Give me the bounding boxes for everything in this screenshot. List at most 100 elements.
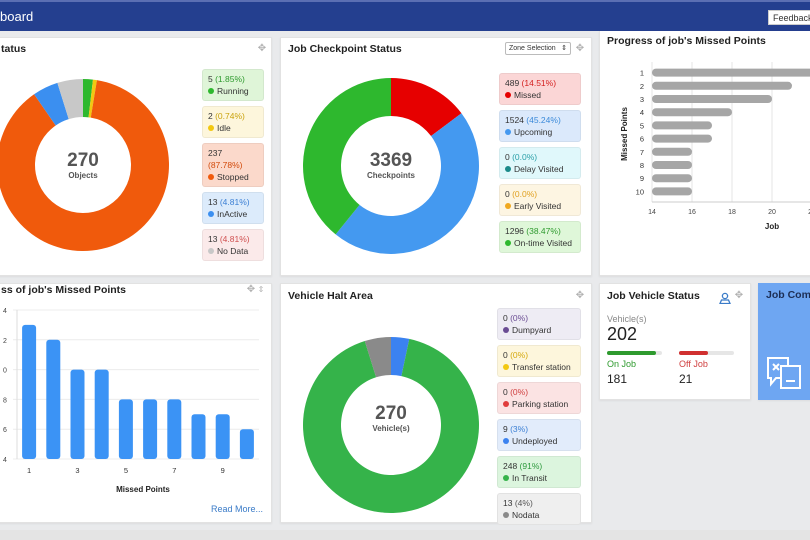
off-job-progress-bar (679, 351, 734, 355)
legend-dot-icon (208, 125, 214, 131)
legend-dot-icon (503, 512, 509, 518)
x-tick-label: 18 (728, 209, 736, 216)
legend-dot-icon (505, 92, 511, 98)
checkpoint-status-panel: Job Checkpoint Status Zone Selection ⇕ ✥… (280, 37, 592, 276)
panel-title: Job Checkpoint Status (288, 43, 402, 55)
legend-item-idle[interactable]: 2 (0.74%) Idle (202, 106, 264, 138)
missed-points-vertical-panel: ss of job's Missed Points ✥ ⇕ 4 2 0 8 6 4 1 3 5 7… (0, 283, 272, 523)
legend-percent: (0.74%) (215, 111, 245, 121)
legend-item-no-data[interactable]: 13 (4.81%) No Data (202, 229, 264, 261)
donut-slice-on-time-visited[interactable] (303, 78, 391, 235)
donut-slice-no-data[interactable] (57, 79, 83, 120)
y-tick-label: 5 (640, 121, 644, 130)
feedback-button[interactable]: Feedback (768, 10, 810, 25)
y-tick-label: 8 (3, 397, 7, 404)
donut-slice-idle[interactable] (88, 79, 97, 118)
donut-slice-undeployed[interactable] (391, 337, 410, 377)
legend-percent: (0%) (510, 387, 529, 397)
donut-slice-upcoming[interactable] (335, 113, 479, 255)
bar-7 (167, 399, 182, 459)
bar-8 (652, 161, 692, 169)
legend-label: Nodata (512, 510, 540, 520)
legend-item-dumpyard[interactable]: 0 (0%) Dumpyard (497, 308, 581, 340)
legend-item-early-visited[interactable]: 0 (0.0%) Early Visited (499, 184, 581, 216)
job-completion-tile[interactable]: Job Comp (758, 283, 810, 400)
donut-slice-inactive[interactable] (34, 82, 69, 126)
center-value: 3369 (369, 150, 413, 171)
center-label: Objects (68, 171, 98, 180)
legend-item-transfer-station[interactable]: 0 (0%) Transfer station (497, 345, 581, 377)
read-more-link[interactable]: Read More... (210, 504, 263, 514)
page-title: board (0, 9, 34, 24)
checkpoint-donut-chart (303, 78, 479, 255)
on-job-label: On Job (607, 359, 637, 369)
legend-dot-icon (208, 88, 214, 94)
on-job-value: 181 (607, 372, 628, 386)
legend-item-undeployed[interactable]: 9 (3%) Undeployed (497, 419, 581, 451)
objects-donut-chart (0, 79, 169, 251)
move-icon[interactable]: ✥ (575, 43, 585, 54)
legend-item-delay-visited[interactable]: 0 (0.0%) Delay Visited (499, 147, 581, 179)
legend-item-upcoming[interactable]: 1524 (45.24%) Upcoming (499, 110, 581, 142)
missed-points-hbar-chart: 14 16 18 20 22 1 2 3 4 5 6 7 8 9 10 Job Missed Points (620, 62, 810, 231)
job-vehicle-status-panel: Job Vehicle Status ✥ Vehicle(s) 202 On J… (599, 283, 751, 400)
legend-percent: (1.85%) (215, 74, 245, 84)
legend-dot-icon (505, 240, 511, 246)
legend-item-nodata[interactable]: 13 (4%) Nodata (497, 493, 581, 525)
top-bar: board Feedback (0, 0, 810, 31)
bar-9 (652, 174, 692, 183)
legend-value: 0 (503, 350, 511, 360)
legend-dot-icon (503, 401, 509, 407)
legend-value: 2 (208, 111, 216, 121)
move-icon[interactable]: ✥ (246, 284, 256, 295)
sort-icon[interactable]: ⇕ (257, 285, 265, 294)
legend-item-running[interactable]: 5 (1.85%) Running (202, 69, 264, 101)
objects-status-panel: tatus ✥ 270 Objects 5 (1.85%) Running 2 (0… (0, 37, 272, 276)
legend-percent: (0%) (510, 350, 529, 360)
legend-dot-icon (208, 174, 214, 180)
donut-slice-in-transit[interactable] (303, 338, 479, 513)
legend-dot-icon (208, 248, 214, 254)
move-icon[interactable]: ✥ (734, 290, 744, 301)
legend-label: Early Visited (514, 201, 562, 211)
legend-dot-icon (505, 203, 511, 209)
legend-percent: (0.0%) (512, 189, 538, 199)
x-axis-label: Missed Points (116, 485, 170, 494)
center-value: 270 (375, 403, 407, 424)
donut-slice-missed[interactable] (391, 78, 462, 137)
x-tick-label: 22 (808, 209, 810, 216)
off-job-label: Off Job (679, 359, 708, 369)
x-tick-label: 9 (221, 466, 225, 475)
legend-percent: (91%) (519, 461, 543, 471)
y-tick-label: 1 (640, 69, 644, 78)
legend-value: 5 (208, 74, 216, 84)
legend-value: 13 (208, 234, 220, 244)
legend-label: No Data (217, 246, 249, 256)
legend-percent: (87.78%) (208, 160, 243, 170)
move-icon[interactable]: ✥ (575, 290, 585, 301)
panel-title: Progress of job's Missed Points (607, 35, 766, 47)
x-tick-label: 1 (27, 466, 31, 475)
y-tick-label: 2 (640, 82, 644, 91)
donut-slice-running[interactable] (83, 79, 93, 118)
driver-icon[interactable] (719, 289, 731, 305)
legend-item-stopped[interactable]: 237 (87.78%) Stopped (202, 143, 264, 187)
legend-label: Delay Visited (514, 164, 564, 174)
donut-slice-nodata[interactable] (364, 337, 391, 378)
y-tick-label: 4 (640, 108, 644, 117)
legend-item-parking-station[interactable]: 0 (0%) Parking station (497, 382, 581, 414)
legend-item-missed[interactable]: 489 (14.51%) Missed (499, 73, 581, 105)
move-icon[interactable]: ✥ (257, 43, 267, 54)
legend-item-inactive[interactable]: 13 (4.81%) InActive (202, 192, 264, 224)
legend-value: 1296 (505, 226, 527, 236)
legend-dot-icon (505, 166, 511, 172)
zone-selection-dropdown[interactable]: Zone Selection ⇕ (505, 42, 571, 55)
legend-percent: (4%) (514, 498, 533, 508)
legend-item-on-time-visited[interactable]: 1296 (38.47%) On-time Visited (499, 221, 581, 253)
donut-slice-stopped[interactable] (0, 80, 169, 251)
legend-item-in-transit[interactable]: 248 (91%) In Transit (497, 456, 581, 488)
legend-label: Parking station (512, 399, 569, 409)
y-tick-label: 9 (640, 174, 644, 183)
x-tick-label: 5 (124, 466, 128, 475)
footer-bar (0, 530, 810, 540)
